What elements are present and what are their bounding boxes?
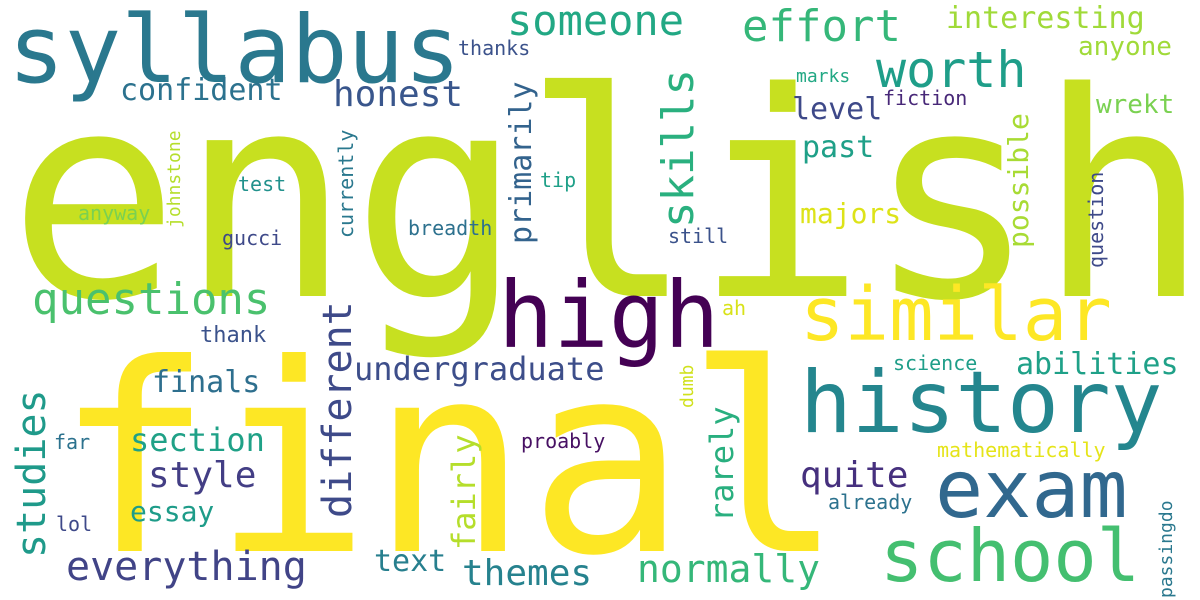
word-anyway: anyway — [78, 201, 151, 225]
word-confident: confident — [120, 73, 283, 108]
word-gucci: gucci — [222, 226, 283, 250]
word-passingdo: passingdo — [1156, 500, 1177, 598]
word-thank: thank — [200, 323, 267, 348]
word-school: school — [880, 514, 1141, 598]
word-honest: honest — [333, 74, 464, 115]
word-exam: exam — [935, 443, 1128, 536]
word-different: different — [315, 301, 361, 518]
word-studies: studies — [9, 389, 55, 558]
word-rarely: rarely — [703, 406, 741, 522]
word-text: text — [374, 544, 447, 579]
word-english: english — [8, 32, 1200, 364]
word-normally: normally — [637, 547, 821, 591]
word-style: style — [148, 455, 257, 496]
word-high: high — [498, 262, 720, 369]
word-interesting: interesting — [946, 1, 1145, 36]
word-thanks: thanks — [458, 36, 531, 60]
word-abilities: abilities — [1016, 347, 1179, 382]
word-skills: skills — [653, 69, 704, 228]
word-tip: tip — [540, 168, 577, 192]
word-past: past — [802, 130, 875, 165]
word-final: final — [55, 308, 844, 600]
word-question: question — [1084, 171, 1108, 268]
word-level: level — [792, 92, 883, 127]
word-syllabus: syllabus — [8, 0, 461, 105]
word-effort: effort — [742, 1, 901, 52]
word-far: far — [54, 430, 91, 454]
word-proably: proably — [521, 429, 606, 453]
word-still: still — [668, 224, 729, 248]
word-primarily: primarily — [504, 81, 539, 244]
word-marks: marks — [796, 66, 851, 87]
word-breadth: breadth — [408, 216, 493, 240]
word-lol: lol — [56, 512, 93, 536]
word-ah: ah — [722, 296, 747, 320]
word-wrekt: wrekt — [1096, 90, 1175, 120]
word-test: test — [238, 172, 287, 196]
word-undergraduate: undergraduate — [354, 350, 605, 388]
word-already: already — [828, 490, 913, 514]
word-finals: finals — [152, 365, 261, 400]
word-similar: similar — [800, 272, 1112, 358]
word-essay: essay — [130, 495, 215, 528]
word-fairly: fairly — [445, 434, 483, 550]
word-someone: someone — [507, 0, 685, 45]
word-history: history — [800, 353, 1163, 453]
word-everything: everything — [66, 544, 307, 590]
word-quite: quite — [800, 455, 909, 496]
word-possible: possible — [1002, 113, 1035, 248]
word-worth: worth — [876, 41, 1027, 99]
word-anyone: anyone — [1078, 32, 1172, 62]
word-dumb: dumb — [677, 364, 698, 408]
word-mathematically: mathematically — [937, 438, 1106, 462]
word-science: science — [893, 351, 978, 375]
word-themes: themes — [462, 553, 593, 594]
word-majors: majors — [800, 197, 902, 230]
word-fiction: fiction — [883, 86, 968, 110]
word-section: section — [130, 421, 265, 459]
word-currently: currently — [334, 129, 358, 238]
word-questions: questions — [32, 274, 271, 325]
word-johnstone: johnstone — [164, 130, 185, 228]
